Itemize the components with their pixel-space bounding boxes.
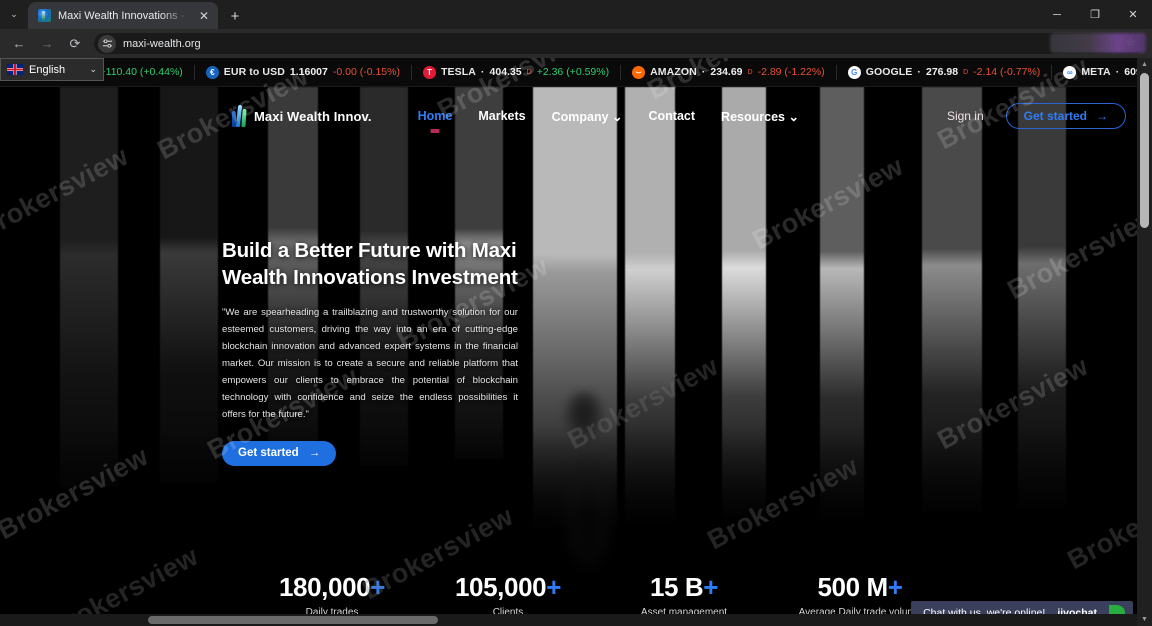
ticker-sep: · bbox=[917, 66, 921, 78]
amazon-icon: ⌣ bbox=[632, 65, 646, 79]
hero-get-started-button[interactable]: Get started → bbox=[222, 440, 337, 466]
ticker-symbol: EUR to USD bbox=[223, 66, 285, 78]
ticker-item[interactable]: € EUR to USD 1.16007 -0.00 (-0.15%) bbox=[195, 64, 412, 80]
stat-label: Clients bbox=[492, 607, 524, 618]
nav-item-contact[interactable]: Contact bbox=[648, 109, 696, 123]
google-icon: G bbox=[847, 65, 861, 79]
ticker-suffix: D bbox=[747, 68, 753, 76]
page-viewport: US 100 25,165.5 +110.40 (+0.44%) € EUR t… bbox=[0, 58, 1152, 626]
chevron-down-icon: ⌄ bbox=[89, 64, 97, 74]
ticker-change: +2.36 (+0.59%) bbox=[536, 66, 610, 78]
meta-icon: ∞ bbox=[1063, 65, 1077, 79]
ticker-symbol: GOOGLE bbox=[865, 66, 913, 78]
hero-section: Maxi Wealth Innov. Home Markets Company … bbox=[0, 87, 1152, 626]
reload-icon[interactable]: ⟳ bbox=[69, 35, 81, 51]
browser-tabstrip: ⌄ Maxi Wealth Innovations - H ✕ + ─ ❐ ✕ bbox=[0, 0, 1152, 29]
ticker-suffix: D bbox=[963, 68, 969, 76]
address-bar[interactable]: maxi-wealth.org ☆ bbox=[94, 33, 1146, 54]
tab-title: Maxi Wealth Innovations - H bbox=[58, 9, 189, 22]
stat-item: 500 M+ Average Daily trade volume bbox=[772, 572, 948, 618]
stat-value: 180,000+ bbox=[279, 572, 385, 602]
arrow-right-icon: → bbox=[308, 447, 321, 460]
ticker-sep: · bbox=[1115, 66, 1120, 78]
stat-item: 180,000+ Daily trades bbox=[244, 572, 420, 618]
back-icon[interactable]: ← bbox=[12, 36, 26, 51]
tesla-icon: T bbox=[422, 65, 436, 79]
uk-flag-icon bbox=[7, 64, 23, 75]
site-logo[interactable]: Maxi Wealth Innov. bbox=[232, 105, 372, 127]
hero-background-image bbox=[0, 87, 1152, 626]
stats-row: 180,000+ Daily trades 105,000+ Clients 1… bbox=[0, 572, 1152, 618]
stat-label: Asset management bbox=[640, 607, 728, 618]
nav-item-home[interactable]: Home bbox=[417, 109, 453, 123]
site-header-nav: Maxi Wealth Innov. Home Markets Company … bbox=[0, 87, 1152, 145]
stat-item: 15 B+ Asset management bbox=[596, 572, 772, 618]
extensions-area[interactable] bbox=[1050, 33, 1146, 53]
ticker-change: -0.00 (-0.15%) bbox=[332, 66, 400, 78]
vertical-scrollbar[interactable]: ▲ ▼ bbox=[1137, 58, 1152, 626]
scroll-down-icon[interactable]: ▼ bbox=[1141, 616, 1148, 623]
ticker-symbol: TESLA bbox=[440, 66, 476, 78]
ticker-item[interactable]: ⌣ AMAZON · 234.69 D -2.89 (-1.22%) bbox=[621, 64, 837, 80]
hero-heading: Build a Better Future with Maxi Wealth I… bbox=[222, 239, 518, 290]
hero-get-started-label: Get started bbox=[238, 447, 299, 460]
vertical-scrollbar-thumb[interactable] bbox=[1140, 73, 1149, 228]
stat-label: Daily trades bbox=[305, 607, 359, 618]
stat-label: Average Daily trade volume bbox=[798, 607, 922, 618]
market-ticker-bar: US 100 25,165.5 +110.40 (+0.44%) € EUR t… bbox=[0, 58, 1152, 87]
favicon-icon bbox=[38, 9, 51, 22]
ticker-item[interactable]: G GOOGLE · 276.98 D -2.14 (-0.77%) bbox=[837, 64, 1053, 80]
close-icon[interactable]: ✕ bbox=[198, 8, 210, 23]
hero-content: Build a Better Future with Maxi Wealth I… bbox=[222, 237, 518, 466]
ticker-change: -2.89 (-1.22%) bbox=[757, 66, 825, 78]
flame-logo-icon bbox=[232, 105, 247, 127]
header-actions: Sign in Get started → bbox=[947, 103, 1126, 129]
horizontal-scrollbar-thumb[interactable] bbox=[148, 616, 438, 624]
site-settings-icon[interactable] bbox=[98, 34, 116, 53]
sign-in-link[interactable]: Sign in bbox=[946, 109, 984, 123]
eurusd-icon: € bbox=[205, 65, 219, 79]
ticker-item[interactable]: T TESLA · 404.35 D +2.36 (+0.59%) bbox=[412, 64, 622, 80]
browser-toolbar: ← → ⟳ maxi-wealth.org ☆ bbox=[0, 29, 1152, 58]
stat-value: 15 B+ bbox=[649, 572, 719, 602]
stat-value: 105,000+ bbox=[455, 572, 561, 602]
ticker-price: 234.69 bbox=[710, 66, 743, 78]
ticker-symbol: META bbox=[1081, 66, 1111, 78]
get-started-header-button[interactable]: Get started → bbox=[1005, 103, 1126, 129]
nav-item-markets[interactable]: Markets bbox=[478, 109, 526, 123]
scroll-up-icon[interactable]: ▲ bbox=[1141, 61, 1148, 68]
new-tab-button[interactable]: + bbox=[230, 7, 240, 25]
language-label: English bbox=[29, 63, 66, 76]
get-started-header-label: Get started bbox=[1023, 109, 1087, 123]
brand-name: Maxi Wealth Innov. bbox=[254, 108, 372, 124]
horizontal-scrollbar[interactable] bbox=[0, 614, 1137, 626]
arrow-right-icon: → bbox=[1096, 109, 1108, 123]
nav-item-resources[interactable]: Resources ⌄ bbox=[721, 109, 799, 124]
language-select[interactable]: English ⌄ bbox=[0, 58, 104, 81]
primary-nav: Home Markets Company ⌄ Contact Resources… bbox=[418, 109, 799, 124]
tab-search-caret-icon[interactable]: ⌄ bbox=[10, 9, 18, 19]
browser-tab[interactable]: Maxi Wealth Innovations - H ✕ bbox=[28, 2, 218, 29]
url-text: maxi-wealth.org bbox=[123, 37, 201, 50]
ticker-price: 404.35 bbox=[489, 66, 522, 78]
ticker-sep: · bbox=[701, 66, 706, 78]
stat-item: 105,000+ Clients bbox=[420, 572, 596, 618]
ticker-change: -2.14 (-0.77%) bbox=[973, 66, 1041, 78]
ticker-price: 276.98 bbox=[926, 66, 959, 78]
ticker-sep: · bbox=[480, 66, 485, 78]
hero-gradient-overlay bbox=[0, 426, 1152, 626]
nav-item-company[interactable]: Company ⌄ bbox=[551, 109, 623, 124]
window-close-button[interactable]: ✕ bbox=[1128, 9, 1138, 21]
ticker-change: +110.40 (+0.44%) bbox=[99, 66, 183, 78]
ticker-symbol: AMAZON bbox=[650, 66, 697, 78]
minimize-button[interactable]: ─ bbox=[1053, 8, 1061, 21]
forward-icon[interactable]: → bbox=[40, 36, 54, 51]
window-controls: ─ ❐ ✕ bbox=[1038, 0, 1152, 29]
ticker-suffix: D bbox=[526, 68, 532, 76]
ticker-price: 1.16007 bbox=[289, 66, 328, 78]
maximize-button[interactable]: ❐ bbox=[1090, 9, 1100, 21]
stat-value: 500 M+ bbox=[817, 572, 903, 602]
hero-paragraph: "We are spearheading a trailblazing and … bbox=[222, 307, 518, 421]
